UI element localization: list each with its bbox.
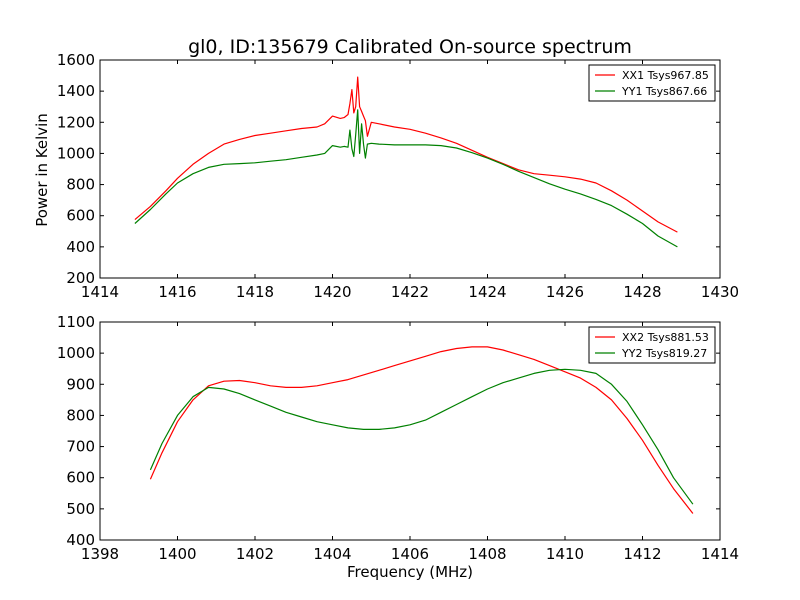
bottom-plot-xx2-yy2: 1398 1400 1402 1404 1406 1408 1410 1412 1414 400 5… [57,313,739,563]
top-y-tick-label: 200 [66,269,95,287]
top-y-tick-label: 1400 [57,82,95,100]
bottom-y-tick-label: 700 [66,438,95,456]
top-x-tick-label: 1416 [158,283,196,301]
bottom-x-tick-label: 1412 [623,545,661,563]
bottom-x-tick-label: 1414 [701,545,739,563]
bottom-y-tick-label: 800 [66,406,95,424]
bottom-y-tick-label: 500 [66,500,95,518]
bottom-series-line-1 [149,346,694,514]
bottom-x-tick-label: 1398 [81,545,119,563]
bottom-y-tick-label: 1000 [57,344,95,362]
bottom-y-tick-label: 600 [66,469,95,487]
top-series-line-2 [134,109,678,248]
top-legend-label-2: YY1 Tsys867.66 [621,85,707,98]
top-y-tick-label: 400 [66,238,95,256]
top-x-tick-label: 1418 [236,283,274,301]
top-plot-xx1-yy1: 1414 1416 1418 1420 1422 1424 1426 1428 1430 200 4… [57,51,739,301]
bottom-series-line-2 [149,368,694,505]
x-axis-label: Frequency (MHz) [347,563,473,581]
top-x-tick-label: 1422 [391,283,429,301]
top-x-tick-label: 1430 [701,283,739,301]
bottom-x-tick-label: 1406 [391,545,429,563]
top-x-tick-label: 1414 [81,283,119,301]
top-y-tick-label: 1600 [57,51,95,69]
top-legend-box [588,64,716,102]
bottom-x-tick-label: 1410 [546,545,584,563]
bottom-y-tick-label: 900 [66,375,95,393]
top-x-tick-label: 1420 [313,283,351,301]
bottom-legend-label-1: XX2 Tsys881.53 [622,331,709,344]
bottom-y-tick-label: 1100 [57,313,95,331]
top-y-tick-label: 1200 [57,113,95,131]
bottom-legend-box [588,326,716,364]
y-axis-label: Power in Kelvin [33,113,51,227]
top-y-tick-label: 600 [66,207,95,225]
top-x-tick-label: 1428 [623,283,661,301]
bottom-x-tick-label: 1408 [468,545,506,563]
top-legend-label-1: XX1 Tsys967.85 [622,69,709,82]
bottom-x-tick-label: 1400 [158,545,196,563]
figure-title: gl0, ID:135679 Calibrated On-source spec… [188,36,632,58]
top-x-tick-label: 1426 [546,283,584,301]
bottom-x-tick-label: 1404 [313,545,351,563]
bottom-x-tick-label: 1402 [236,545,274,563]
top-y-tick-label: 1000 [57,144,95,162]
bottom-y-tick-label: 400 [66,531,95,549]
top-series-line-1 [134,76,678,233]
top-legend: XX1 Tsys967.85 YY1 Tsys867.66 [588,64,716,102]
bottom-legend-label-2: YY2 Tsys819.27 [621,347,707,360]
bottom-legend: XX2 Tsys881.53 YY2 Tsys819.27 [588,326,716,364]
top-x-tick-label: 1424 [468,283,506,301]
top-y-tick-label: 800 [66,176,95,194]
